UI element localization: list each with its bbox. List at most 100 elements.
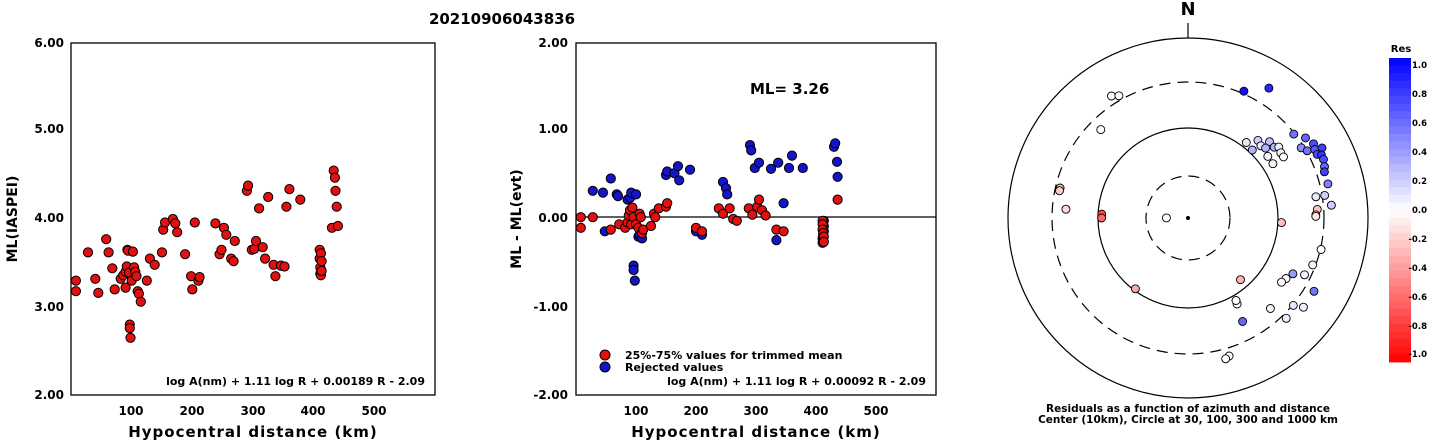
x-tick-label: 300: [240, 404, 265, 418]
accepted-residual-point: [627, 202, 638, 213]
accepted-residual-point: [760, 210, 771, 221]
rejected-residual-point: [765, 163, 777, 174]
colorbar-cell: [1389, 126, 1411, 135]
station-residual-point: [1320, 190, 1330, 200]
y-tick-label: 2.00: [538, 36, 568, 50]
ml-data-point: [156, 247, 168, 258]
plot-frame: [575, 42, 937, 396]
rejected-residual-point: [778, 198, 789, 209]
y-axis-label: ML - ML(evt): [509, 169, 525, 268]
x-tick-label: 400: [300, 404, 325, 418]
x-tick-labels: 100 200 300 400 500: [118, 404, 386, 418]
colorbar-cell: [1389, 172, 1411, 180]
colorbar-cell: [1389, 73, 1411, 82]
accepted-residual-point: [645, 220, 657, 232]
rejected-residual-point: [831, 156, 843, 167]
colorbar-cell: [1389, 149, 1411, 158]
y-tick-label: 1.00: [538, 122, 568, 136]
y-tick-labels: -2.00 -1.00 0.00 1.00 2.00: [533, 36, 568, 402]
ml-data-point: [210, 218, 221, 229]
x-tick-labels: 100 200 300 400 500: [623, 404, 888, 418]
ml-data-point: [93, 287, 104, 298]
ml-data-point: [260, 253, 271, 264]
ml-data-point: [189, 217, 200, 228]
ml-data-point: [135, 296, 146, 307]
formula-label: log A(nm) + 1.11 log R + 0.00092 R - 2.0…: [667, 375, 926, 388]
legend-label: Rejected values: [625, 361, 724, 374]
station-residual-point: [1311, 192, 1321, 202]
x-tick-label: 500: [863, 404, 888, 418]
rejected-residual-point: [786, 150, 798, 161]
station-residual-point: [1326, 200, 1336, 210]
station-residual-point: [1241, 138, 1251, 147]
ml-data-point: [257, 242, 268, 253]
accepted-residual-point: [753, 194, 765, 205]
colorbar-cell: [1389, 278, 1411, 287]
colorbar-cell: [1389, 316, 1411, 325]
ml-data-point: [170, 218, 181, 229]
colorbar-cell: [1389, 156, 1411, 165]
rejected-residual-point: [674, 175, 685, 186]
rejected-residual-point: [832, 171, 843, 182]
accepted-residual-point: [832, 194, 843, 205]
legend-label: 25%-75% values for trimmed mean: [625, 349, 842, 362]
station-residual-point: [1221, 354, 1231, 364]
rejected-residual-point: [629, 275, 640, 286]
colorbar-tick-label: -0.8: [1408, 322, 1427, 332]
station-residual-point: [1300, 270, 1309, 280]
rejected-residual-point: [722, 189, 733, 200]
colorbar-cell: [1389, 80, 1411, 89]
ml-data-point: [270, 271, 281, 282]
ml-data-point: [172, 227, 183, 238]
station-residual-point: [1279, 152, 1288, 162]
colorbar-cell: [1389, 141, 1411, 150]
north-label: N: [1180, 0, 1195, 20]
colorbar-cell: [1389, 270, 1411, 279]
rejected-residual-point: [797, 162, 808, 174]
ml-data-point: [149, 259, 160, 270]
station-residual-point: [1130, 284, 1140, 294]
x-tick-label: 100: [623, 404, 648, 418]
station-residual-point: [1281, 313, 1291, 323]
colorbar-tick-label: 0.4: [1412, 148, 1427, 158]
colorbar-cell: [1389, 96, 1411, 104]
colorbar-cell: [1389, 103, 1411, 112]
rejected-residual-point: [605, 173, 616, 184]
ml-data-point: [90, 273, 101, 284]
accepted-residual-point: [731, 215, 742, 226]
station-points: [1055, 83, 1336, 364]
y-tick-label: 5.00: [34, 122, 64, 136]
station-residual-point: [1302, 146, 1312, 156]
accepted-residual-point: [575, 222, 586, 233]
ml-data-point: [229, 235, 240, 247]
ml-data-point: [329, 172, 340, 183]
station-residual-point: [1319, 154, 1328, 164]
station-residual-point: [1308, 260, 1318, 270]
rejected-residual-point: [630, 189, 642, 200]
station-residual-point: [1298, 302, 1308, 312]
colorbar-tick-label: -0.4: [1408, 264, 1427, 274]
accepted-residual-point: [650, 212, 661, 223]
ml-data-point: [250, 235, 262, 247]
ml-data-point: [228, 256, 239, 267]
accepted-residual-point: [747, 209, 758, 220]
station-residual-point: [1268, 159, 1278, 169]
rejected-residual-point: [628, 264, 639, 276]
accepted-residual-point: [662, 198, 673, 209]
colorbar-tick-label: 0.8: [1412, 90, 1427, 100]
legend-marker-accepted: [599, 349, 611, 361]
accepted-residual-point: [587, 212, 598, 223]
rejected-residual-point: [783, 162, 795, 174]
station-residual-point: [1311, 211, 1321, 221]
colorbar-cell: [1389, 225, 1411, 234]
colorbar-cell: [1389, 232, 1411, 241]
plot-frame: [70, 42, 436, 396]
colorbar-cell: [1389, 187, 1411, 196]
station-residual-point: [1055, 186, 1064, 196]
y-axis-label: ML(IASPEI): [5, 176, 21, 263]
y-tick-label: 3.00: [34, 300, 64, 314]
ml-data-point: [316, 256, 327, 267]
station-residual-point: [1107, 91, 1116, 101]
colorbar-tick-label: 0.2: [1412, 177, 1427, 187]
